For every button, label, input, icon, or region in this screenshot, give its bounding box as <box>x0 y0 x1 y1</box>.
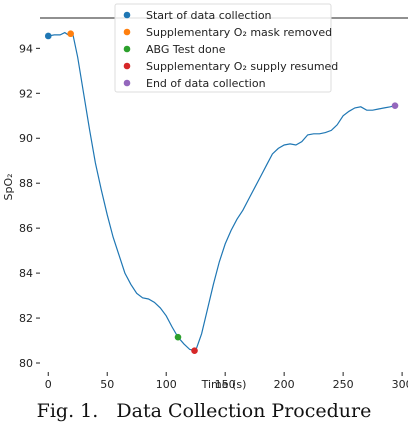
legend-marker <box>123 11 131 19</box>
y-tick-label: 82 <box>19 312 33 325</box>
x-tick-label: 250 <box>333 378 354 391</box>
x-tick-label: 100 <box>156 378 177 391</box>
spo2-line-chart: 0 50 100 150 200 250 300 80 82 84 86 88 90 92 94 Star… <box>2 3 408 391</box>
figure-caption: Fig. 1. Data Collection Procedure <box>36 400 372 422</box>
event-marker-point <box>44 32 52 40</box>
event-marker-point <box>391 102 399 109</box>
legend-marker <box>123 28 131 36</box>
x-tick-label: 300 <box>392 378 408 391</box>
x-tick-label: 0 <box>45 378 52 391</box>
x-axis-ticks: 0 50 100 150 200 250 300 <box>45 372 408 391</box>
y-tick-label: 84 <box>19 267 33 280</box>
x-tick-label: 150 <box>215 378 236 391</box>
legend-marker <box>123 45 131 53</box>
series-layer <box>48 31 396 352</box>
y-tick-label: 88 <box>19 177 33 190</box>
y-axis-title: SpO₂ <box>2 173 15 200</box>
x-tick-label: 200 <box>274 378 295 391</box>
event-markers <box>44 30 399 354</box>
spo2-series-line <box>48 31 396 352</box>
y-tick-label: 94 <box>19 42 33 55</box>
legend-entry-label: Supplementary O₂ mask removed <box>146 26 332 39</box>
y-tick-label: 86 <box>19 222 33 235</box>
legend: Start of data collection Supplementary O₂… <box>114 3 338 93</box>
legend-entry-label: End of data collection <box>146 77 266 90</box>
y-tick-label: 90 <box>19 132 33 145</box>
legend-entry-label: Start of data collection <box>146 9 272 22</box>
y-tick-label: 92 <box>19 87 33 100</box>
event-marker-point <box>67 30 74 38</box>
y-axis-ticks: 80 82 84 86 88 90 92 94 <box>19 42 40 370</box>
event-marker-point <box>191 347 198 354</box>
x-axis-title: Time (s) <box>201 378 247 391</box>
legend-box <box>114 3 332 93</box>
legend-entry-label: ABG Test done <box>146 43 226 56</box>
x-tick-label: 50 <box>100 378 114 391</box>
y-tick-label: 80 <box>19 357 33 370</box>
legend-marker <box>123 62 131 70</box>
legend-marker <box>123 79 131 87</box>
event-marker-point <box>174 333 182 341</box>
legend-entry-label: Supplementary O₂ supply resumed <box>146 60 338 73</box>
